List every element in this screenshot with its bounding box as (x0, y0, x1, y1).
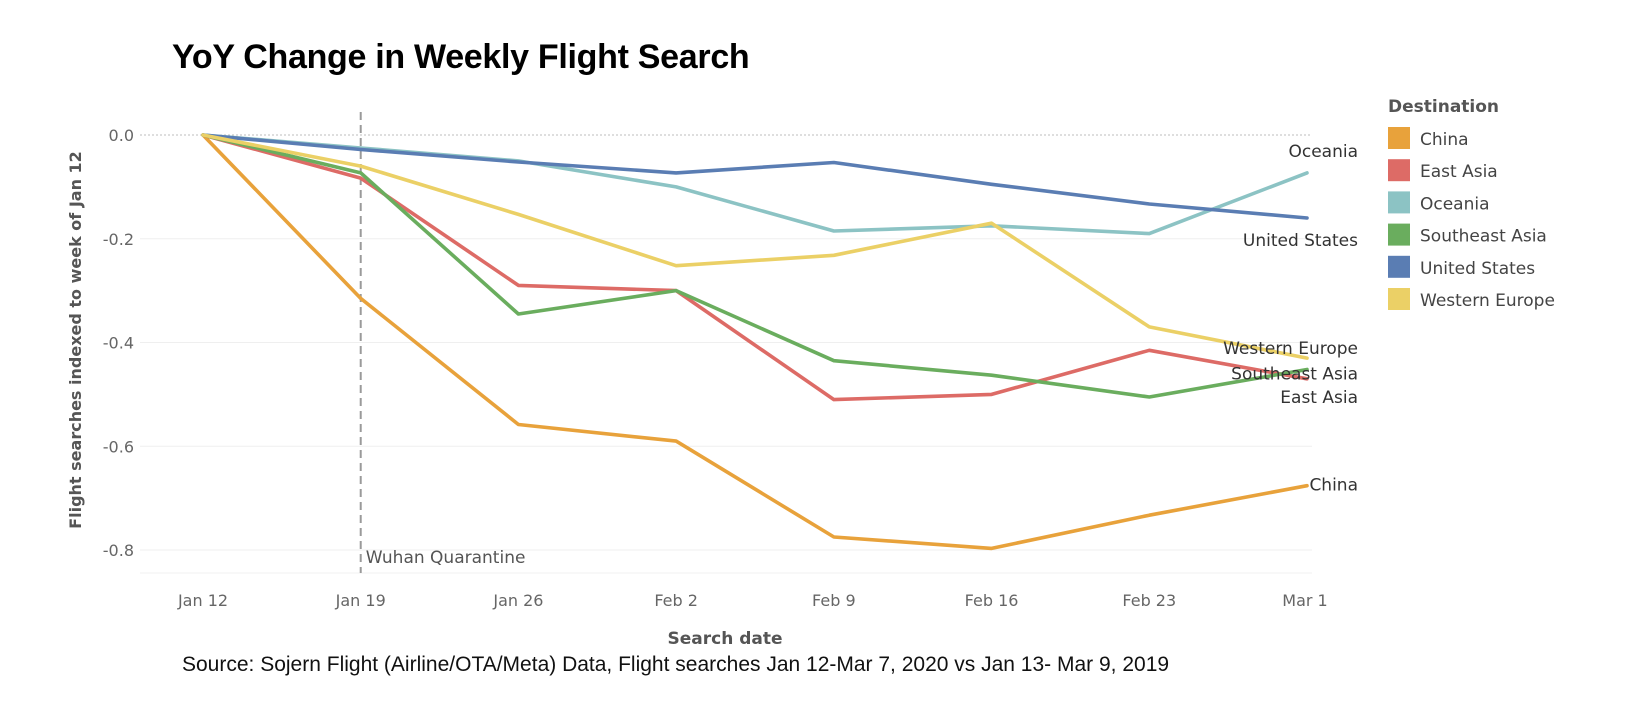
end-label-china: China (1309, 476, 1358, 496)
legend-swatch-united-states[interactable] (1388, 255, 1410, 278)
y-tick-label: -0.8 (103, 541, 134, 560)
y-tick-label: -0.4 (103, 334, 134, 353)
legend-label-oceania[interactable]: Oceania (1420, 194, 1490, 214)
quarantine-annotation: Wuhan Quarantine (366, 548, 526, 568)
y-tick-label: -0.6 (103, 437, 134, 456)
series-line-united-states (201, 133, 1309, 220)
legend-label-western-europe[interactable]: Western Europe (1420, 291, 1555, 311)
end-label-southeast-asia: Southeast Asia (1231, 364, 1358, 384)
x-tick-label: Feb 16 (965, 591, 1019, 610)
x-tick-label: Jan 12 (177, 591, 228, 610)
end-label-western-europe: Western Europe (1223, 339, 1358, 359)
x-tick-label: Feb 9 (812, 591, 856, 610)
legend-label-east-asia[interactable]: East Asia (1420, 162, 1498, 182)
end-label-layer: China East Asia Oceania Southeast Asia Unite… (1223, 142, 1358, 496)
legend-swatch-western-europe[interactable] (1388, 288, 1410, 310)
end-label-united-states: United States (1243, 231, 1358, 251)
legend-swatch-east-asia[interactable] (1388, 159, 1410, 182)
x-tick-label: Feb 23 (1122, 591, 1176, 610)
legend-label-southeast-asia[interactable]: Southeast Asia (1420, 227, 1547, 247)
annotation-layer: Wuhan Quarantine (359, 112, 526, 573)
legend-swatch-southeast-asia[interactable] (1388, 223, 1410, 246)
y-axis-title: Flight searches indexed to week of Jan 1… (66, 151, 85, 529)
legend[interactable]: Destination China East Asia Oceania Southeas… (1388, 97, 1555, 311)
end-label-oceania: Oceania (1288, 142, 1358, 162)
series-line-western-europe (201, 133, 1309, 360)
axis-layer: 0.0 -0.2 -0.4 -0.6 -0.8 Jan 12 Jan 19 Jan 26 Feb… (66, 126, 1328, 649)
legend-title: Destination (1388, 97, 1499, 117)
y-tick-label: 0.0 (109, 126, 134, 145)
legend-label-china[interactable]: China (1420, 130, 1469, 150)
line-chart: 0.0 -0.2 -0.4 -0.6 -0.8 Jan 12 Jan 19 Jan 26 Feb… (66, 97, 1555, 649)
y-tick-label: -0.2 (103, 230, 134, 249)
x-tick-label: Mar 1 (1282, 591, 1327, 610)
series-line-southeast-asia (201, 133, 1309, 399)
x-tick-label: Jan 19 (335, 591, 386, 610)
grid-layer (140, 134, 1312, 551)
x-tick-label: Jan 26 (492, 591, 543, 610)
legend-swatch-oceania[interactable] (1388, 191, 1410, 214)
source-note: Source: Sojern Flight (Airline/OTA/Meta)… (182, 653, 1170, 676)
x-tick-label: Feb 2 (654, 591, 698, 610)
x-axis-title: Search date (667, 629, 782, 649)
series-line-east-asia (201, 133, 1309, 402)
series-line-china (201, 133, 1309, 551)
chart-title: YoY Change in Weekly Flight Search (172, 38, 750, 76)
legend-label-united-states[interactable]: United States (1420, 259, 1535, 279)
legend-swatch-china[interactable] (1388, 127, 1410, 149)
series-layer (201, 133, 1309, 551)
end-label-east-asia: East Asia (1280, 388, 1358, 408)
